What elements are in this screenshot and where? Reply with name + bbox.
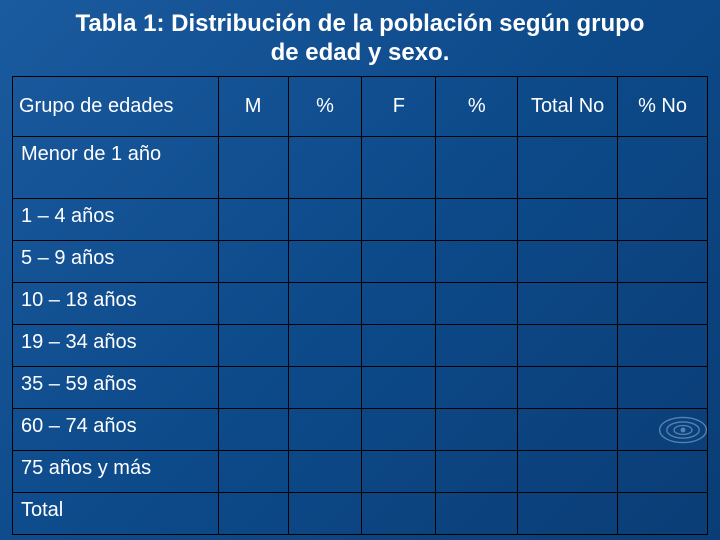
cell xyxy=(518,240,618,282)
cell xyxy=(288,408,362,450)
row-label: 75 años y más xyxy=(13,450,219,492)
row-label: 1 – 4 años xyxy=(13,198,219,240)
cell xyxy=(288,324,362,366)
row-label: 35 – 59 años xyxy=(13,366,219,408)
cell xyxy=(436,240,518,282)
cell xyxy=(218,198,288,240)
cell xyxy=(618,136,708,198)
cell xyxy=(288,282,362,324)
table-row: 75 años y más xyxy=(13,450,708,492)
cell xyxy=(218,408,288,450)
cell xyxy=(518,324,618,366)
cell xyxy=(436,136,518,198)
table-header-row: Grupo de edades M % F % Total No % No xyxy=(13,76,708,136)
cell xyxy=(436,282,518,324)
cell xyxy=(436,198,518,240)
cell xyxy=(518,408,618,450)
table-row: 35 – 59 años xyxy=(13,366,708,408)
cell xyxy=(436,408,518,450)
cell xyxy=(618,240,708,282)
row-label: 5 – 9 años xyxy=(13,240,219,282)
table-row: 19 – 34 años xyxy=(13,324,708,366)
col-header-f: F xyxy=(362,76,436,136)
cell xyxy=(518,282,618,324)
cell xyxy=(218,282,288,324)
cell xyxy=(218,492,288,534)
cell xyxy=(288,240,362,282)
cell xyxy=(618,366,708,408)
col-header-total: Total No xyxy=(518,76,618,136)
cell xyxy=(436,324,518,366)
cell xyxy=(218,324,288,366)
table-row: Menor de 1 año xyxy=(13,136,708,198)
row-label: 60 – 74 años xyxy=(13,408,219,450)
cell xyxy=(362,136,436,198)
cell xyxy=(436,492,518,534)
cell xyxy=(288,450,362,492)
cell xyxy=(618,324,708,366)
cell xyxy=(362,450,436,492)
cell xyxy=(518,198,618,240)
cell xyxy=(362,198,436,240)
swirl-icon xyxy=(656,410,710,450)
col-header-pct-no: % No xyxy=(618,76,708,136)
col-header-age: Grupo de edades xyxy=(13,76,219,136)
cell xyxy=(288,492,362,534)
cell xyxy=(362,282,436,324)
cell xyxy=(518,366,618,408)
table-row: Total xyxy=(13,492,708,534)
cell xyxy=(218,136,288,198)
row-label: 10 – 18 años xyxy=(13,282,219,324)
cell xyxy=(362,366,436,408)
cell xyxy=(362,408,436,450)
cell xyxy=(288,198,362,240)
cell xyxy=(518,492,618,534)
cell xyxy=(618,492,708,534)
cell xyxy=(518,136,618,198)
population-table: Grupo de edades M % F % Total No % No Me… xyxy=(12,76,708,535)
row-label: 19 – 34 años xyxy=(13,324,219,366)
cell xyxy=(218,366,288,408)
cell xyxy=(436,450,518,492)
cell xyxy=(618,450,708,492)
cell xyxy=(288,366,362,408)
cell xyxy=(436,366,518,408)
cell xyxy=(218,240,288,282)
col-header-pct-m: % xyxy=(288,76,362,136)
cell xyxy=(362,324,436,366)
table-title: Tabla 1: Distribución de la población se… xyxy=(0,0,720,76)
cell xyxy=(362,240,436,282)
table-row: 1 – 4 años xyxy=(13,198,708,240)
cell xyxy=(618,282,708,324)
cell xyxy=(288,136,362,198)
row-label: Total xyxy=(13,492,219,534)
cell xyxy=(618,198,708,240)
cell xyxy=(518,450,618,492)
col-header-m: M xyxy=(218,76,288,136)
cell xyxy=(218,450,288,492)
row-label: Menor de 1 año xyxy=(13,136,219,198)
cell xyxy=(362,492,436,534)
table-row: 60 – 74 años xyxy=(13,408,708,450)
col-header-pct-f: % xyxy=(436,76,518,136)
table-row: 5 – 9 años xyxy=(13,240,708,282)
table-row: 10 – 18 años xyxy=(13,282,708,324)
